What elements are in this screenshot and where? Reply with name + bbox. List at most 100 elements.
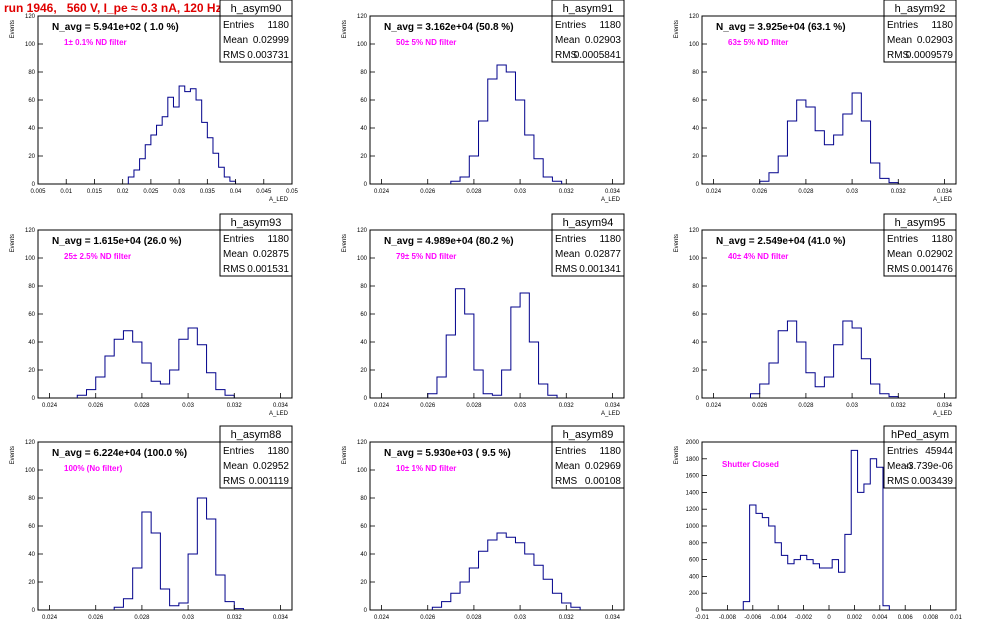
stats-value: 1180 [599,20,621,31]
stats-label: RMS [223,476,246,487]
stats-value: 0.02875 [253,249,290,260]
x-tick-label: 0.004 [872,615,888,621]
stats-value: 0.02877 [585,249,622,260]
x-tick-label: 0.028 [798,189,814,195]
stats-value: 0.02903 [585,35,622,46]
stats-label: Entries [555,234,586,245]
y-tick-label: 100 [357,468,368,474]
y-tick-label: 0 [364,182,368,188]
x-tick-label: 0.045 [256,189,272,195]
stats-label: Mean [223,249,248,260]
y-tick-label: 0 [32,396,36,402]
x-tick-label: 0.024 [42,615,58,621]
stats-label: Mean [555,35,580,46]
x-tick-label: 0.03 [173,189,185,195]
x-tick-label: 0.024 [42,403,58,409]
y-tick-label: 80 [28,70,35,76]
run-title: run 1946, 560 V, I_pe ≈ 0.3 nA, 120 Hz [4,1,222,15]
stats-box [551,15,625,63]
stats-value: -3.739e-06 [905,461,954,472]
y-tick-label: 120 [689,14,700,20]
stats-value: 45944 [925,446,953,457]
y-tick-label: 20 [360,154,367,160]
x-tick-label: 0.026 [420,189,436,195]
y-tick-label: 120 [357,440,368,446]
x-tick-label: 0.028 [134,615,150,621]
x-tick-label: 0.028 [466,189,482,195]
y-tick-label: 60 [360,98,367,104]
y-tick-label: 120 [357,228,368,234]
stats-label: RMS [555,264,578,275]
navg-text: N_avg = 4.989e+04 (80.2 %) [384,236,514,247]
stats-title: hPed_asym [891,429,949,441]
stats-value: 0.0005841 [574,50,622,61]
x-tick-label: 0.026 [420,403,436,409]
x-tick-label: 0.028 [798,403,814,409]
y-tick-label: 100 [357,42,368,48]
x-tick-label: 0.025 [143,189,159,195]
filter-annotation: 63± 5% ND filter [728,38,788,47]
y-tick-label: 800 [689,541,700,547]
stats-box [219,229,293,277]
x-tick-label: 0.05 [286,189,298,195]
stats-title: h_asym93 [231,217,282,229]
stats-value: 0.02999 [253,35,290,46]
x-axis-label: A_LED [269,411,289,417]
panel-h_asym93: 0.024 0.026 0.028 0.03 0.032 0.034 0 20 40 60 80 10… [10,213,293,417]
y-tick-label: 200 [689,591,700,597]
navg-text: N_avg = 1.615e+04 (26.0 %) [52,236,182,247]
x-tick-label: 0.03 [182,403,194,409]
histogram-series [450,64,563,184]
stats-value: 1180 [267,20,289,31]
panel-h_asym92: 0.024 0.026 0.028 0.03 0.032 0.034 0 20 40 60 80 10… [674,0,957,203]
stats-title: h_asym94 [563,217,614,229]
navg-text: N_avg = 3.925e+04 (63.1 %) [716,22,846,33]
y-tick-label: 80 [28,496,35,502]
x-tick-label: 0.03 [514,189,526,195]
y-tick-label: 20 [28,368,35,374]
y-tick-label: 60 [360,524,367,530]
stats-label: RMS [887,476,910,487]
y-tick-label: 20 [692,154,699,160]
stats-label: Mean [887,249,912,260]
y-axis-label: Events [342,20,348,38]
stats-value: 0.003439 [911,476,953,487]
x-axis-label: A_LED [601,197,621,203]
x-tick-label: -0.002 [795,615,813,621]
histogram-series [76,327,235,398]
x-tick-label: 0.028 [134,403,150,409]
histogram-series [127,85,237,184]
y-axis-label: Events [342,446,348,464]
stats-title: h_asym91 [563,3,614,15]
x-tick-label: 0.028 [466,615,482,621]
x-tick-label: 0.024 [706,403,722,409]
y-tick-label: 40 [692,126,699,132]
stats-value: 0.001341 [579,264,621,275]
stats-value: 1180 [267,234,289,245]
y-tick-label: 1000 [686,524,700,530]
x-tick-label: 0.034 [937,189,953,195]
navg-text: N_avg = 5.930e+03 ( 9.5 %) [384,448,511,459]
y-tick-label: 40 [360,552,367,558]
panel-hPed_asym: -0.01 -0.008 -0.006 -0.004 -0.002 0 0.002 0.004… [674,425,962,621]
stats-value: 1180 [931,20,953,31]
x-tick-label: 0.032 [559,403,575,409]
x-tick-label: 0.028 [466,403,482,409]
y-tick-label: 0 [696,396,700,402]
navg-text: N_avg = 3.162e+04 (50.8 %) [384,22,514,33]
x-tick-label: 0.032 [227,403,243,409]
stats-value: 0.001531 [247,264,289,275]
y-tick-label: 100 [25,468,36,474]
x-tick-label: 0.03 [846,403,858,409]
x-tick-label: 0.032 [559,189,575,195]
stats-title: h_asym90 [231,3,282,15]
navg-text: N_avg = 2.549e+04 (41.0 %) [716,236,846,247]
x-tick-label: 0.002 [847,615,863,621]
stats-value: 1180 [931,234,953,245]
y-tick-label: 80 [360,70,367,76]
x-tick-label: 0.034 [605,403,621,409]
y-tick-label: 20 [360,368,367,374]
stats-value: 0.001476 [911,264,953,275]
y-tick-label: 100 [357,256,368,262]
y-tick-label: 40 [360,126,367,132]
